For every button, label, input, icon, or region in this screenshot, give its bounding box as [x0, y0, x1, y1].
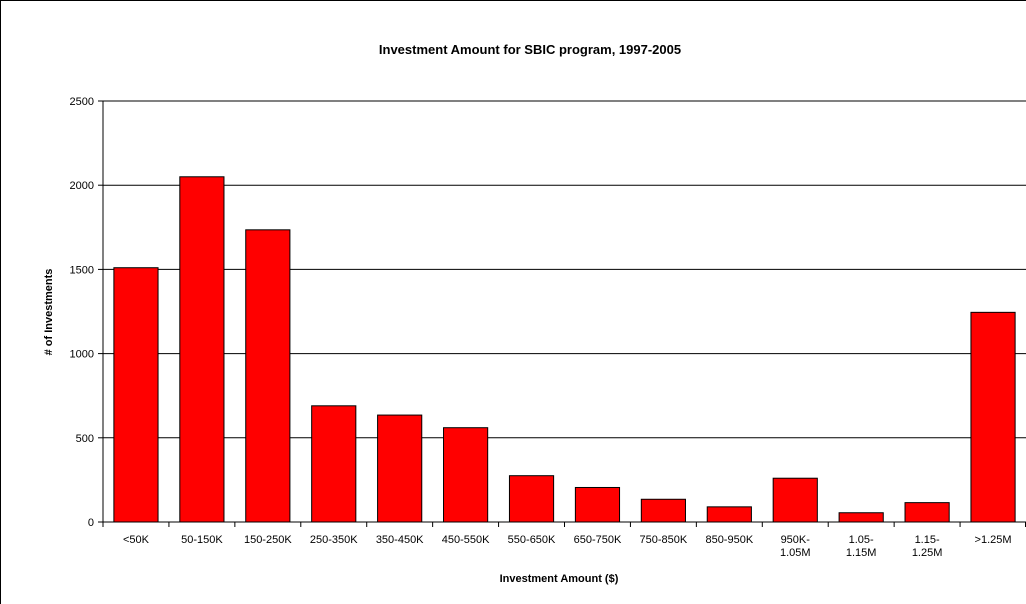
x-tick-label: 1.25M [912, 547, 943, 559]
x-tick-label: 1.15M [846, 547, 877, 559]
bar [179, 176, 225, 523]
x-axis-title: Investment Amount ($) [500, 573, 619, 585]
bar [970, 311, 1016, 523]
bar [113, 267, 159, 523]
x-tick-label: 1.05M [780, 547, 811, 559]
y-tick-label: 500 [76, 433, 94, 445]
bar [838, 512, 884, 523]
y-axis-title: # of Investments [43, 269, 55, 356]
x-tick-label: 550-650K [508, 534, 556, 546]
bar [377, 414, 423, 523]
gridlines [103, 100, 1026, 439]
x-tick-label: 950K- [781, 534, 811, 546]
bar [508, 475, 555, 523]
y-tick-label: 2000 [70, 180, 94, 192]
bar [904, 502, 950, 523]
x-axis-ticks: <50K 50-150K 150-250K 250-350K 350-450K 450-5… [102, 522, 1026, 559]
bars [113, 176, 1016, 523]
chart-title: Investment Amount for SBIC program, 1997… [379, 42, 681, 57]
y-tick-label: 1000 [70, 349, 94, 361]
y-tick-label: 1500 [70, 264, 94, 276]
x-tick-label: 750-850K [640, 534, 688, 546]
bar [245, 229, 291, 523]
x-tick-label: 850-950K [705, 534, 753, 546]
bar [772, 477, 818, 523]
x-tick-label: 50-150K [181, 534, 223, 546]
bar [443, 427, 489, 523]
x-tick-label: 250-350K [310, 534, 358, 546]
x-tick-label: 650-750K [574, 534, 622, 546]
bar [574, 486, 621, 523]
y-tick-label: 2500 [70, 96, 94, 108]
bar [311, 405, 357, 523]
x-tick-label: 150-250K [244, 534, 292, 546]
bar [640, 498, 686, 523]
y-axis-ticks: 0 500 1000 1500 2000 2500 [70, 96, 103, 529]
bar [706, 506, 752, 523]
x-tick-label: 1.15- [915, 534, 940, 546]
x-tick-label: >1.25M [975, 534, 1012, 546]
x-tick-label: 350-450K [376, 534, 424, 546]
x-tick-label: 1.05- [849, 534, 874, 546]
x-tick-label: 450-550K [442, 534, 490, 546]
x-tick-label: <50K [123, 534, 150, 546]
y-tick-label: 0 [88, 517, 94, 529]
